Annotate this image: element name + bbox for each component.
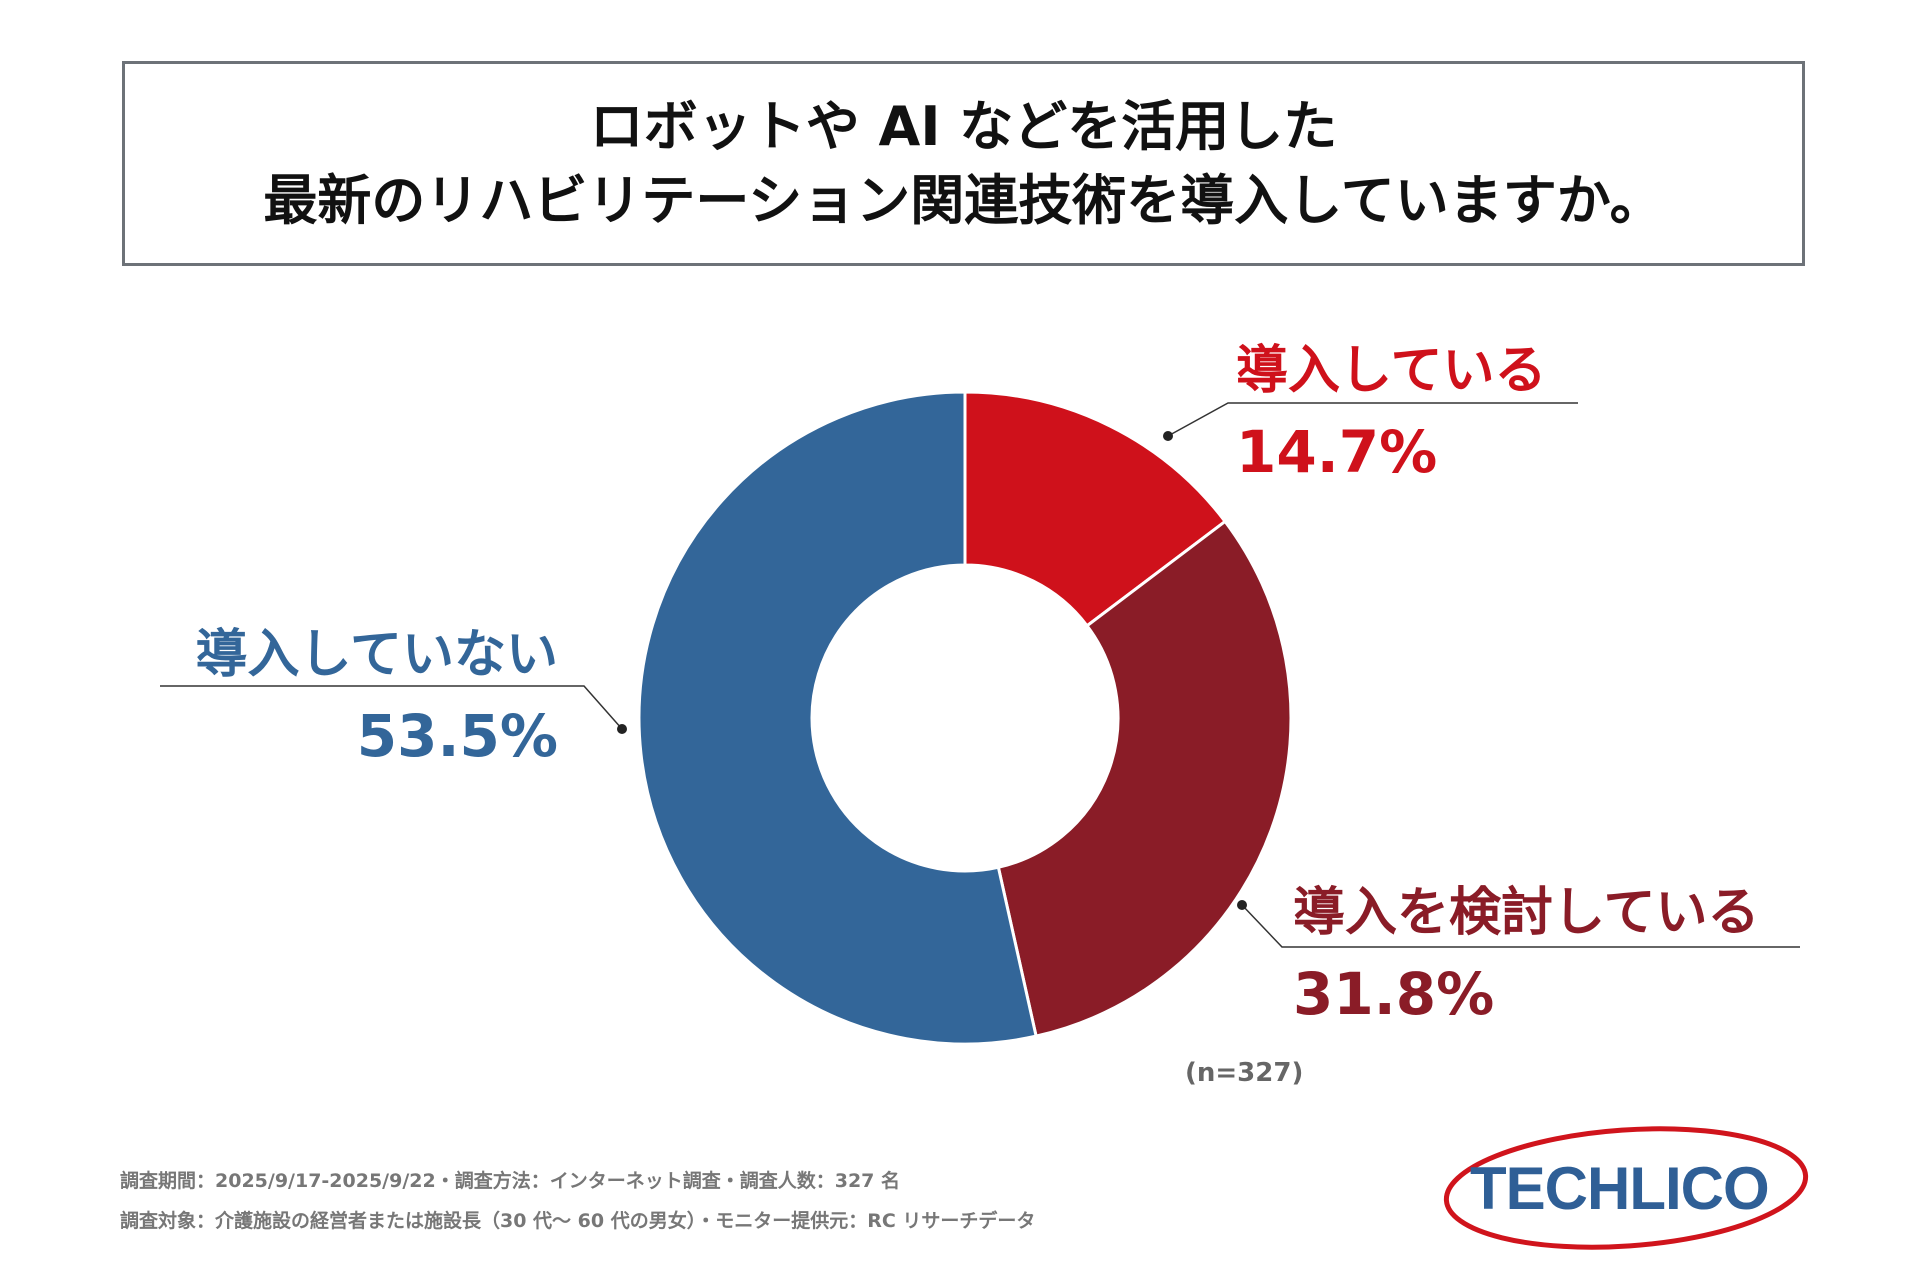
slice-value-implemented: 14.7%	[1236, 418, 1438, 486]
techlico-logo: TECHLICO	[1440, 1120, 1820, 1260]
slice-label-not-implemented: 導入していない	[195, 625, 558, 685]
logo-wordmark: TECHLICO	[1470, 1155, 1770, 1222]
survey-footnote-1: 調査期間：2025/9/17-2025/9/22・調査方法：インターネット調査・…	[120, 1170, 901, 1192]
donut-slice-not-implemented	[637, 390, 1038, 1046]
leader-dot-implemented	[1163, 431, 1173, 441]
donut-slice-implemented	[963, 390, 1228, 628]
sample-size: (n=327)	[1185, 1058, 1304, 1088]
chart-title-line-2: 最新のリハビリテーション関連技術を導入していますか。	[263, 168, 1664, 232]
leader-line-not-implemented	[160, 685, 623, 730]
survey-footnote-2: 調査対象：介護施設の経営者または施設長（30 代～ 60 代の男女）・モニター提…	[120, 1210, 1036, 1232]
donut-slice-considering	[996, 519, 1293, 1038]
leader-dot-considering	[1237, 900, 1247, 910]
slice-value-considering: 31.8%	[1293, 960, 1495, 1028]
chart-title-line-1: ロボットや AI などを活用した	[589, 94, 1338, 158]
title-box: ロボットや AI などを活用した 最新のリハビリテーション関連技術を導入していま…	[122, 61, 1805, 266]
slice-value-not-implemented: 53.5%	[356, 702, 558, 770]
slice-label-implemented: 導入している	[1236, 341, 1547, 401]
leader-lines	[160, 402, 1800, 948]
leader-dot-not-implemented	[617, 724, 627, 734]
donut-slices	[637, 390, 1293, 1046]
leader-line-implemented	[1167, 402, 1578, 437]
leader-line-considering	[1241, 904, 1800, 948]
slice-label-considering: 導入を検討している	[1293, 883, 1760, 943]
logo-ellipse	[1443, 1126, 1809, 1250]
